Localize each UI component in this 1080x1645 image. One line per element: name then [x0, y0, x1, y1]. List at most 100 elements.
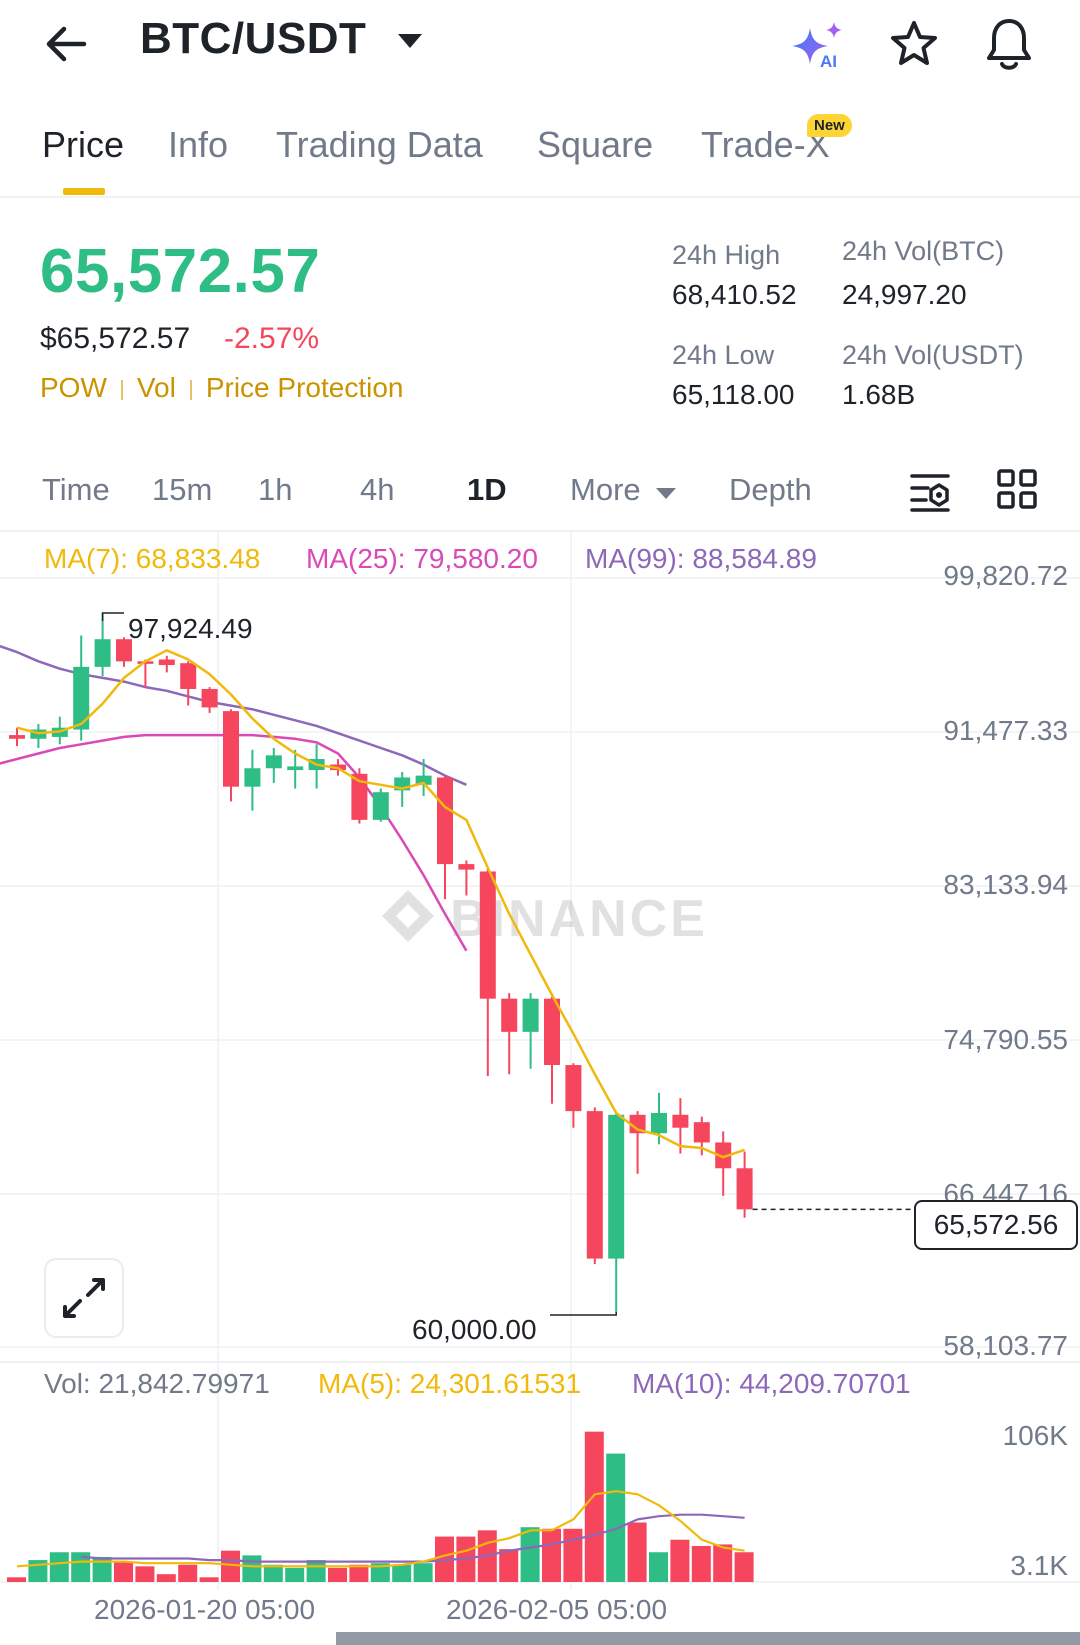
volume-legend: Vol: 21,842.79971 — [44, 1368, 270, 1399]
star-icon[interactable] — [888, 18, 940, 70]
volume-bar — [691, 1545, 711, 1582]
volume-bar — [563, 1528, 583, 1582]
candle-body — [351, 773, 368, 820]
candle-body — [158, 659, 175, 666]
date-axis-label: 2026-01-20 05:00 — [94, 1594, 316, 1625]
candle-body — [651, 1112, 667, 1134]
usd-price: $65,572.57 — [40, 322, 191, 355]
interval-bar: Time 15m 1h 4h 1D More Depth — [0, 448, 1080, 532]
volume-bar — [92, 1556, 112, 1582]
scroll-indicator[interactable] — [336, 1632, 1080, 1645]
volume-bar — [392, 1564, 412, 1582]
pair-title[interactable]: BTC/USDT — [140, 14, 367, 63]
candle-body — [522, 998, 539, 1032]
candle-body — [244, 768, 261, 787]
volume-bar — [221, 1550, 240, 1582]
interval-15m[interactable]: 15m — [152, 472, 213, 507]
candle-body — [501, 998, 518, 1032]
interval-1d[interactable]: 1D — [467, 472, 507, 507]
chart-settings-icon[interactable] — [908, 470, 952, 514]
tag-price-protection[interactable]: Price Protection — [205, 372, 404, 403]
volume-bar — [670, 1539, 690, 1582]
volume-bar — [627, 1522, 647, 1582]
tag-row: POW Vol Price Protection — [40, 372, 403, 404]
candle-body — [94, 639, 111, 667]
tag-vol[interactable]: Vol — [136, 372, 176, 403]
volume-bar — [606, 1453, 626, 1582]
back-arrow-icon[interactable] — [40, 16, 96, 72]
candle-body — [565, 1065, 582, 1112]
interval-depth[interactable]: Depth — [729, 472, 812, 507]
candle-body — [223, 711, 239, 787]
vol-btc-label: 24h Vol(BTC) — [842, 236, 1005, 266]
volume-bar — [499, 1549, 519, 1582]
volume-bar — [199, 1577, 219, 1582]
active-tab-indicator — [63, 188, 105, 195]
volume-bar — [114, 1561, 133, 1582]
volume-bar — [49, 1552, 69, 1582]
last-price: 65,572.57 — [40, 237, 321, 306]
new-badge: New — [807, 114, 852, 137]
layout-grid-icon[interactable] — [996, 468, 1038, 510]
interval-more[interactable]: More — [570, 472, 641, 507]
current-price-tag[interactable]: 65,572.56 — [914, 1200, 1078, 1250]
candle-body — [287, 766, 304, 771]
tab-price[interactable]: Price — [42, 124, 125, 165]
tab-trading-data[interactable]: Trading Data — [276, 124, 483, 165]
volume-bar — [71, 1552, 91, 1582]
price-axis-label: 99,820.72 — [943, 560, 1068, 591]
vol-usdt-value: 1.68B — [842, 379, 916, 410]
main-tabs: Price Info Trading Data Square Trade-X — [0, 108, 1080, 198]
bell-icon[interactable] — [982, 16, 1036, 72]
volume-bar — [178, 1564, 198, 1582]
tag-pow[interactable]: POW — [40, 372, 107, 403]
candlestick-chart[interactable]: BINANCE — [0, 530, 1080, 1630]
high-24h-label: 24h High — [672, 240, 781, 270]
candle-body — [736, 1168, 753, 1210]
tag-divider — [120, 379, 123, 400]
vol-ma5-line — [16, 1490, 745, 1568]
candle-body — [629, 1114, 646, 1134]
volume-bar — [520, 1527, 540, 1582]
binance-logo-icon — [382, 890, 434, 942]
price-axis-label: 58,103.77 — [943, 1330, 1068, 1361]
tab-info[interactable]: Info — [168, 124, 229, 165]
fullscreen-button[interactable] — [44, 1258, 124, 1338]
candle-body — [415, 775, 432, 785]
pair-dropdown-caret-icon[interactable] — [398, 34, 422, 48]
candle-body — [9, 735, 25, 739]
candle-body — [372, 792, 389, 820]
tab-square[interactable]: Square — [537, 124, 654, 165]
volume-bar — [306, 1560, 326, 1582]
candle-body — [437, 777, 453, 865]
candle-body — [265, 755, 282, 769]
price-change-percent: -2.57% — [224, 322, 320, 355]
interval-4h[interactable]: 4h — [360, 472, 395, 507]
binance-watermark: BINANCE — [382, 890, 705, 948]
ma7-line — [16, 649, 746, 1159]
volume-bar — [285, 1567, 305, 1582]
top-bar: BTC/USDT AI — [0, 0, 1080, 90]
more-caret-icon[interactable] — [656, 488, 676, 499]
volume-axis-bottom: 3.1K — [1010, 1550, 1068, 1581]
price-axis-label: 83,133.94 — [943, 869, 1068, 900]
volume-bar — [542, 1528, 561, 1582]
volume-bar — [328, 1567, 347, 1582]
candle-body — [693, 1122, 710, 1143]
ma25-legend: MA(25): 79,580.20 — [306, 543, 538, 574]
interval-time[interactable]: Time — [42, 472, 110, 507]
candle-body — [479, 871, 496, 999]
ai-sparkle-icon[interactable]: AI — [790, 20, 850, 70]
volume-bar — [649, 1552, 668, 1582]
candle-body — [201, 688, 218, 708]
interval-1h[interactable]: 1h — [258, 472, 293, 507]
volume-bar — [263, 1564, 283, 1582]
candle-body — [715, 1142, 732, 1169]
candle-body — [458, 864, 475, 870]
candle-body — [544, 998, 560, 1066]
ma99-legend: MA(99): 88,584.89 — [585, 543, 817, 574]
candle-body — [116, 639, 132, 662]
volume-bar — [734, 1552, 754, 1582]
vol-ma10-line — [81, 1513, 745, 1563]
volume-bar — [156, 1574, 176, 1582]
